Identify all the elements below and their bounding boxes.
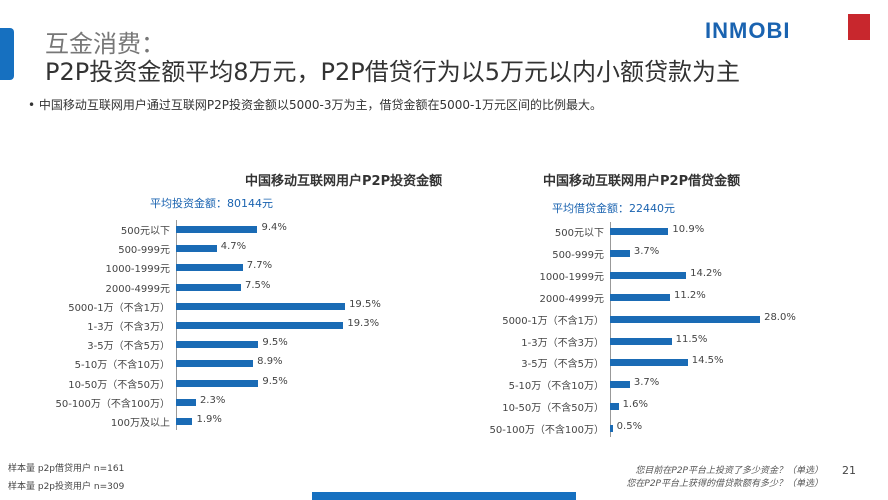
bar bbox=[176, 341, 259, 349]
chart-subtitle: 平均投资金额：80144元 bbox=[150, 197, 273, 210]
category-label: 10-50万（不含50万） bbox=[502, 403, 604, 415]
category-label: 500-999元 bbox=[118, 245, 170, 257]
bar bbox=[176, 398, 196, 406]
data-label: 11.2% bbox=[674, 289, 706, 301]
category-label: 3-5万（不含5万） bbox=[87, 341, 170, 353]
logo-mark-icon bbox=[848, 14, 870, 40]
data-label: 0.5% bbox=[616, 421, 643, 433]
question-1: 您目前在P2P平台上投资了多少资金？（单选） bbox=[635, 466, 823, 476]
axis-line bbox=[610, 222, 611, 438]
category-label: 10-50万（不含50万） bbox=[68, 379, 170, 391]
data-label: 1.6% bbox=[622, 399, 648, 411]
category-label: 500-999元 bbox=[552, 249, 604, 261]
category-label: 500元以下 bbox=[120, 226, 170, 237]
bar bbox=[176, 379, 259, 387]
data-label: 14.5% bbox=[691, 355, 724, 367]
data-label: 9.4% bbox=[261, 222, 287, 233]
data-label: 1.9% bbox=[196, 414, 222, 425]
bar bbox=[176, 302, 346, 310]
bar bbox=[176, 283, 242, 291]
sample-note-2: 样本量 p2p投资用户 n=309 bbox=[8, 482, 125, 492]
bullet-text: • 中国移动互联网用户通过互联网P2P投资金额以5000-3万为主，借贷金额在5… bbox=[28, 98, 603, 112]
data-label: 28.0% bbox=[764, 311, 796, 323]
chart-title: 中国移动互联网用户P2P投资金额 bbox=[245, 174, 443, 189]
accent-bar bbox=[0, 28, 14, 80]
category-label: 2000-4999元 bbox=[105, 283, 170, 295]
bar bbox=[610, 228, 669, 235]
bar bbox=[610, 249, 630, 257]
bar bbox=[176, 418, 193, 425]
category-label: 5000-1万（不含1万） bbox=[68, 302, 170, 314]
bar bbox=[610, 359, 688, 367]
data-label: 7.7% bbox=[246, 260, 273, 272]
category-label: 5-10万（不含10万） bbox=[74, 360, 170, 372]
data-label: 9.5% bbox=[262, 375, 288, 387]
category-label: 1000-1999元 bbox=[539, 271, 604, 283]
bar bbox=[176, 264, 243, 272]
question-2: 您在P2P平台上获得的借贷款额有多少？（单选） bbox=[626, 479, 823, 489]
bar bbox=[610, 337, 672, 345]
data-label: 19.3% bbox=[347, 318, 380, 329]
data-label: 3.7% bbox=[633, 377, 660, 389]
data-label: 3.7% bbox=[633, 245, 660, 257]
category-label: 2000-4999元 bbox=[539, 293, 604, 305]
bar bbox=[176, 360, 254, 368]
title-line1: 互金消费： bbox=[45, 30, 165, 58]
bottom-bar bbox=[312, 492, 576, 500]
category-label: 1-3万（不含3万） bbox=[87, 322, 170, 333]
bar bbox=[610, 293, 671, 301]
bar bbox=[176, 245, 217, 253]
category-label: 500元以下 bbox=[554, 228, 604, 239]
bar bbox=[610, 271, 687, 279]
chart-title: 中国移动互联网用户P2P借贷金额 bbox=[543, 174, 741, 189]
category-label: 1-3万（不含3万） bbox=[521, 337, 604, 349]
category-label: 100万及以上 bbox=[110, 418, 170, 429]
bar bbox=[610, 315, 761, 323]
bar bbox=[610, 403, 619, 411]
bar bbox=[176, 226, 258, 233]
category-label: 5-10万（不含10万） bbox=[508, 381, 604, 393]
category-label: 5000-1万（不含1万） bbox=[502, 315, 604, 327]
bar bbox=[176, 322, 344, 329]
data-label: 2.3% bbox=[199, 394, 226, 406]
bar bbox=[610, 425, 613, 433]
title-line2: P2P投资金额平均8万元，P2P借贷行为以5万元以内小额贷款为主 bbox=[45, 58, 740, 86]
sample-note-1: 样本量 p2p借贷用户 n=161 bbox=[8, 464, 125, 474]
data-label: 7.5% bbox=[245, 279, 271, 291]
data-label: 9.5% bbox=[262, 337, 288, 349]
chart-subtitle: 平均借贷金额：22440元 bbox=[552, 202, 675, 215]
data-label: 4.7% bbox=[220, 241, 247, 253]
category-label: 50-100万（不含100万） bbox=[55, 398, 170, 410]
data-label: 8.9% bbox=[257, 356, 283, 368]
data-label: 14.2% bbox=[690, 267, 722, 279]
bar bbox=[610, 381, 630, 389]
category-label: 1000-1999元 bbox=[105, 264, 170, 276]
data-label: 11.5% bbox=[675, 333, 708, 345]
category-label: 50-100万（不含100万） bbox=[489, 425, 604, 437]
data-label: 19.5% bbox=[349, 298, 381, 310]
inmobi-logo: INMOBI bbox=[705, 18, 791, 43]
category-label: 3-5万（不含5万） bbox=[521, 359, 604, 371]
data-label: 10.9% bbox=[672, 224, 705, 235]
page-number: 21 bbox=[842, 464, 856, 477]
